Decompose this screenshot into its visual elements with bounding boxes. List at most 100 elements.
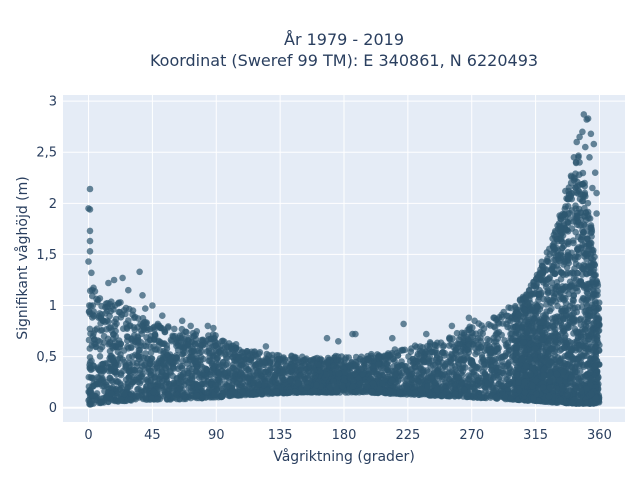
data-point — [521, 346, 528, 354]
data-point — [539, 312, 547, 319]
data-point — [356, 387, 364, 395]
data-point — [427, 375, 435, 382]
data-point — [125, 374, 132, 381]
data-point — [126, 322, 133, 330]
data-point — [503, 312, 510, 320]
data-point — [548, 359, 555, 366]
data-point — [291, 371, 299, 379]
data-point — [555, 257, 562, 264]
data-point — [439, 383, 447, 390]
data-point — [545, 275, 553, 282]
data-point — [256, 349, 264, 356]
data-point — [255, 381, 262, 388]
data-point — [546, 384, 554, 391]
data-point — [178, 362, 186, 370]
data-point — [315, 367, 323, 374]
data-point — [379, 380, 386, 387]
data-point — [121, 358, 128, 366]
data-point — [90, 284, 97, 292]
data-point — [588, 329, 595, 337]
data-point — [563, 264, 571, 271]
data-point — [161, 328, 169, 336]
data-point — [294, 380, 302, 387]
data-point — [564, 240, 572, 248]
data-point — [488, 366, 495, 374]
data-point — [558, 338, 565, 345]
data-point — [222, 354, 230, 361]
data-point — [301, 356, 308, 364]
data-point — [593, 357, 601, 365]
data-point — [556, 377, 564, 384]
data-point — [569, 315, 576, 322]
data-point — [134, 336, 142, 344]
data-point — [526, 287, 533, 294]
data-point — [574, 373, 581, 381]
data-point — [193, 363, 201, 371]
data-point — [513, 350, 521, 357]
data-point — [263, 350, 271, 358]
data-point — [584, 290, 591, 297]
data-point — [191, 348, 198, 356]
data-point — [513, 343, 520, 351]
data-point — [549, 318, 557, 326]
data-point — [139, 370, 146, 378]
data-point — [572, 202, 579, 209]
data-point — [482, 371, 490, 379]
data-point — [568, 374, 575, 381]
data-point — [233, 380, 241, 388]
data-point — [94, 374, 101, 381]
data-point — [150, 343, 157, 350]
data-point — [452, 345, 460, 352]
data-point — [97, 327, 105, 334]
data-point — [594, 282, 602, 289]
data-point — [165, 323, 172, 330]
data-point — [506, 369, 514, 377]
data-point — [427, 363, 434, 370]
data-point — [153, 396, 161, 403]
data-point — [244, 366, 252, 374]
data-point — [543, 320, 550, 328]
data-point — [113, 368, 121, 376]
data-point — [249, 390, 257, 397]
data-point — [505, 359, 512, 367]
data-point — [206, 353, 213, 361]
data-point — [471, 384, 478, 392]
data-point — [532, 284, 540, 291]
data-point — [172, 339, 180, 347]
data-point — [298, 384, 306, 392]
data-point — [593, 330, 600, 337]
data-point — [356, 355, 364, 363]
data-point — [448, 368, 456, 376]
data-point — [590, 312, 597, 319]
data-point — [199, 336, 207, 344]
data-point — [560, 271, 567, 279]
data-point — [139, 314, 147, 322]
data-point — [451, 354, 458, 362]
data-point — [508, 314, 515, 322]
data-point — [381, 352, 388, 360]
data-point — [519, 339, 527, 346]
data-point — [499, 353, 507, 360]
data-point — [330, 378, 337, 385]
data-point — [251, 348, 258, 355]
data-point — [85, 336, 93, 344]
data-point — [86, 325, 94, 333]
data-point — [376, 385, 384, 393]
data-point — [537, 337, 545, 344]
data-point — [440, 370, 448, 377]
data-point — [517, 333, 525, 341]
data-point — [507, 395, 514, 403]
data-point — [266, 358, 274, 365]
data-point — [475, 345, 483, 352]
data-point — [433, 386, 441, 393]
data-point — [581, 222, 589, 229]
data-point — [572, 328, 580, 335]
data-point — [566, 253, 574, 260]
data-point — [187, 391, 195, 399]
data-point — [477, 393, 485, 401]
data-point — [575, 244, 582, 251]
data-point — [225, 383, 233, 390]
data-point — [98, 343, 106, 351]
data-point — [572, 385, 580, 392]
data-point — [417, 363, 424, 370]
